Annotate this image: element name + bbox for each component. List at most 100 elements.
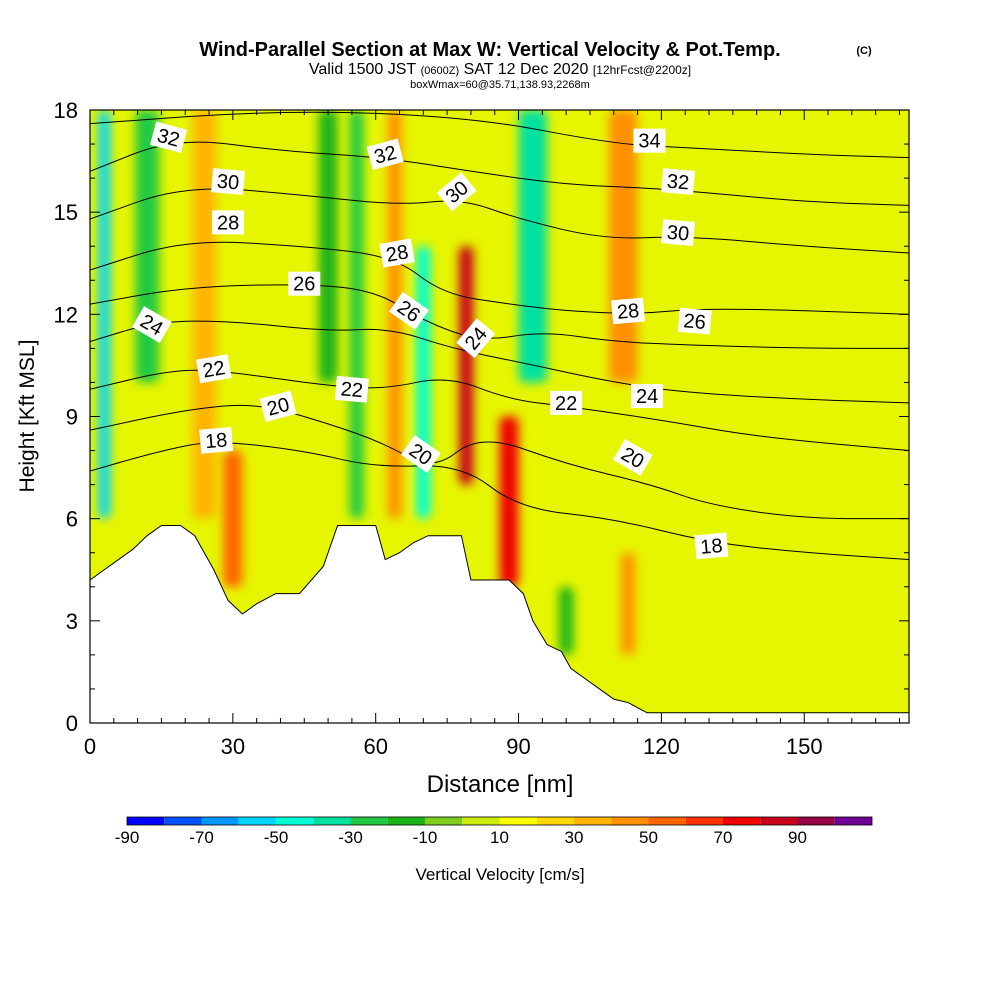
colorbar-tick-label: -70	[189, 828, 214, 847]
colorbar-label: Vertical Velocity [cm/s]	[415, 865, 584, 884]
colorbar-segment	[574, 817, 612, 825]
colorbar-tick-label: 70	[714, 828, 733, 847]
theta-contour-30	[90, 188, 909, 254]
contour-label-16: 34	[633, 128, 666, 153]
y-tick-label: 3	[66, 609, 78, 634]
velocity-feature-10	[518, 110, 548, 383]
contour-label-15: 22	[550, 390, 583, 415]
contour-label-text: 22	[555, 393, 577, 415]
contour-label-text: 28	[384, 241, 410, 267]
colorbar-tick-label: -90	[115, 828, 140, 847]
contour-label-3: 26	[288, 271, 321, 296]
contour-label-text: 22	[201, 357, 227, 383]
colorbar-tick-label: 90	[788, 828, 807, 847]
y-tick-label: 18	[54, 98, 78, 123]
contour-label-17: 32	[661, 168, 696, 195]
contour-label-7: 18	[199, 426, 234, 454]
y-axis: 0 3 6 9 12 15 18	[54, 98, 909, 736]
contour-label-5: 22	[195, 354, 232, 384]
contour-label-2: 28	[212, 210, 245, 235]
contour-label-text: 32	[666, 171, 690, 195]
velocity-feature-5	[349, 110, 364, 519]
contour-label-text: 28	[616, 300, 640, 324]
contour-label-6: 20	[259, 390, 297, 423]
colorbar-segment	[164, 817, 202, 825]
colorbar-segment	[834, 817, 872, 825]
y-tick-label: 9	[66, 405, 78, 430]
contour-label-19: 28	[611, 297, 646, 325]
colorbar-segment	[797, 817, 835, 825]
colorbar-segment	[127, 817, 165, 825]
theta-contour-26	[90, 284, 909, 349]
contour-label-text: 22	[340, 378, 364, 402]
theta-contour-24	[90, 320, 909, 404]
title-mark: (C)	[856, 45, 872, 57]
contour-label-18: 30	[661, 219, 696, 246]
y-tick-label: 12	[54, 302, 78, 327]
theta-contour-34	[90, 111, 909, 159]
theta-contour-20	[90, 404, 909, 520]
colorbar-segment	[648, 817, 686, 825]
colorbar-tick-label: 30	[565, 828, 584, 847]
colorbar-segment	[313, 817, 351, 825]
contour-label-text: 30	[216, 171, 240, 195]
plot-area: 3230282624222018322826222030242234323028…	[90, 110, 909, 723]
contour-label-22: 20	[612, 438, 653, 476]
y-tick-label: 15	[54, 200, 78, 225]
x-tick-label: 90	[506, 734, 530, 759]
contour-label-9: 28	[379, 238, 415, 268]
colorbar-tick-label: 10	[490, 828, 509, 847]
contour-label-text: 30	[666, 222, 690, 246]
colorbar-segment	[425, 817, 463, 825]
chart-title: Wind-Parallel Section at Max W: Vertical…	[199, 39, 780, 61]
contour-label-text: 26	[683, 310, 707, 334]
velocity-feature-12	[620, 552, 636, 655]
contour-label-text: 24	[636, 386, 658, 408]
velocity-feature-4	[318, 110, 338, 383]
x-tick-label: 60	[363, 734, 387, 759]
contour-label-text: 18	[699, 535, 723, 559]
colorbar-segment	[387, 817, 425, 825]
theta-contour-22	[90, 369, 909, 452]
colorbar-segment	[760, 817, 798, 825]
colorbar-tick-label: -30	[338, 828, 363, 847]
contour-label-1: 30	[211, 168, 246, 195]
colorbar-segment	[238, 817, 276, 825]
colorbar-segment	[462, 817, 500, 825]
x-tick-label: 30	[221, 734, 245, 759]
colorbar-segment	[685, 817, 723, 825]
colorbar-segment	[276, 817, 314, 825]
contour-label-8: 32	[366, 138, 404, 171]
velocity-feature-9	[499, 416, 519, 587]
contour-label-text: 28	[217, 212, 239, 234]
velocity-feature-3	[223, 450, 243, 587]
terrain-mask	[90, 524, 909, 723]
colorbar-segment	[536, 817, 574, 825]
velocity-feature-1	[135, 110, 160, 383]
velocity-feature-2	[192, 110, 217, 519]
velocity-feature-0	[98, 110, 111, 519]
colorbar-segment	[611, 817, 649, 825]
x-axis: 0 30 60 90 120 150	[84, 110, 900, 759]
colorbar-tick-label: 50	[639, 828, 658, 847]
x-tick-label: 0	[84, 734, 96, 759]
chart-subtitle: Valid 1500 JST (0600Z) SAT 12 Dec 2020 […	[309, 61, 691, 78]
x-tick-label: 150	[786, 734, 823, 759]
chart-subtitle-2: boxWmax=60@35.71,138.93,2268m	[410, 79, 590, 91]
colorbar-segment	[723, 817, 761, 825]
colorbar: -90 -70 -50 -30 -10 10 30 50 70 90	[115, 816, 873, 847]
colorbar-tick-label: -50	[264, 828, 289, 847]
theta-contour-28	[90, 241, 909, 315]
velocity-feature-13	[559, 586, 574, 655]
contour-label-text: 26	[293, 274, 315, 296]
y-tick-label: 6	[66, 507, 78, 532]
colorbar-segment	[499, 817, 537, 825]
y-axis-label: Height [Kft MSL]	[16, 340, 39, 493]
colorbar-tick-label: -10	[413, 828, 438, 847]
contour-label-21: 24	[631, 384, 664, 409]
colorbar-segment	[201, 817, 239, 825]
contour-label-text: 18	[204, 429, 228, 453]
y-tick-label: 0	[66, 711, 78, 736]
x-axis-label: Distance [nm]	[427, 771, 574, 798]
